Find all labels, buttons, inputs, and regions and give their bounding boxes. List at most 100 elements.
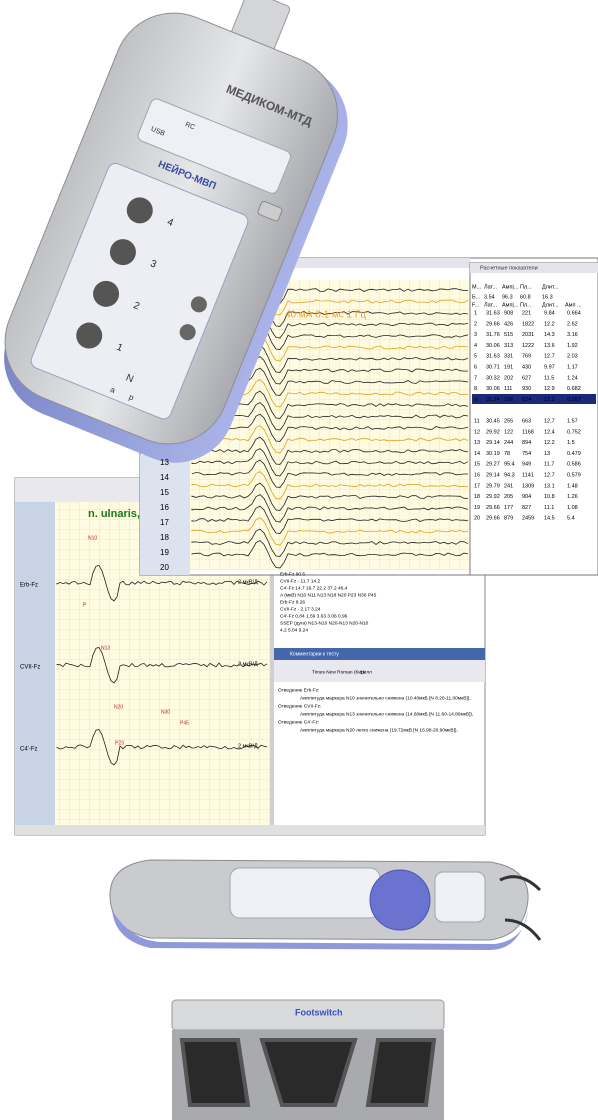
td: 202 [504,375,513,381]
stim-text: 40 мА 0.1 мс 1 Гц [285,310,366,321]
td: 111 [504,386,512,392]
td: 177 [504,505,513,511]
td: 18 [474,494,480,500]
th: Амп|... [502,284,519,290]
port-number: 2 [132,300,142,312]
td: 14.5 [544,516,555,522]
td: 7 [474,375,477,381]
td: 10.8 [544,494,555,500]
td: 0.664 [567,310,581,316]
td: 4 [474,343,477,349]
td: 0.752 [567,429,581,435]
td: 29.14 [486,472,500,478]
row-label: 16 [160,503,169,512]
table-line: Erb-Fz 8.26 [280,599,305,605]
report-line: Отведение CVII-Fz: [278,703,321,709]
td: 1.17 [567,364,578,370]
td: 11.1 [544,505,554,511]
td: 3 [474,332,477,338]
td: 0.682 [567,386,581,392]
footswitch-label: Footswitch [295,1007,343,1017]
td: 1.26 [567,494,578,500]
td: 6 [474,364,477,370]
table-line: SSEP (дуга) N13-N10 N20-N13 N20-N10 [280,620,369,626]
td: 12.1 [544,408,555,414]
td: 0.957 [567,397,581,403]
size-select: 11 [360,669,365,675]
table-line: A (мкВ) N10 N11 N13 N18 N20 P23 N30 P45 [280,592,377,598]
row-label: 20 [160,563,169,572]
waveform [191,528,469,557]
th: Лат... [484,302,498,308]
td: 15 [474,462,480,468]
td: 30.71 [486,364,500,370]
table-line: 4.2 5.04 9.24 [280,627,308,633]
th: Длит... [542,302,559,308]
td: 255 [504,418,513,424]
n-label: N [124,372,135,385]
td: 8 [474,386,477,392]
report-line: Отведение C4'-Fz: [278,719,319,725]
td: 244 [504,440,513,446]
table-line: CVII-Fz - 11.7 14.2 [280,578,320,584]
lead-label: CVII-Fz [20,665,40,671]
lead-label: Erb-Fz [20,583,38,589]
waveform [191,459,468,488]
td: 3.54 [484,294,495,300]
td: 12.9 [544,386,555,392]
th: F... [472,302,480,308]
td: 949 [522,462,531,468]
td: 1 [474,310,477,316]
waveform [191,425,469,454]
waveform [56,565,268,602]
marker: N13 [101,645,110,651]
td: 430 [522,364,531,370]
td: 2.62 [567,321,578,327]
row-label: 19 [160,548,169,557]
td: 1.31 [567,408,578,414]
td: 20 [474,516,480,522]
td: 29.27 [486,462,500,468]
td: 426 [504,321,513,327]
report-line: Отведение Erb-Fz: [278,687,320,693]
td: 11.7 [544,462,554,468]
td: 17 [474,483,480,489]
td: 9 [474,397,477,403]
td: 12.7 [544,418,555,424]
td: 2459 [522,516,534,522]
panel-title: Комментарии к тесту [290,651,339,657]
td: 663 [522,418,531,424]
waveform [191,540,469,569]
td: 1168 [522,429,534,435]
td: 1.92 [567,343,578,349]
waveform [191,448,469,477]
scale-label: 2 мкВ/Д [238,743,258,749]
td: 2 [474,321,477,327]
waveform [191,436,469,465]
report-line: Амплитуда маркера N10 значительно снижен… [300,695,471,701]
td: 331 [504,354,513,360]
td: 0.579 [567,472,581,478]
td: 241 [504,483,513,489]
marker: P [83,602,87,608]
row-label: 13 [160,458,169,467]
td: 30.19 [486,451,500,457]
table-line: C4'-Fz 0.84 1.59 3.63 3.06 0.96 [280,613,348,619]
td: 0.586 [567,462,581,468]
td: 0.479 [567,451,581,457]
waveform [191,482,469,511]
table-line: Erb-Fz 90.5 [280,571,305,577]
th: Длит... [542,284,559,290]
td: 13.1 [544,483,555,489]
td: 78 [504,451,510,457]
td: 754 [522,451,531,457]
scale-label: 2 мкВ/Д [238,661,258,667]
report-line: Амплитуда маркера N20 легко снижена (19.… [300,727,458,733]
td: 29.66 [486,321,500,327]
td: 1.48 [567,483,578,489]
row-label: 15 [160,488,169,497]
td: 9.97 [544,364,555,370]
waveform [191,471,469,500]
td: 29.66 [486,516,500,522]
